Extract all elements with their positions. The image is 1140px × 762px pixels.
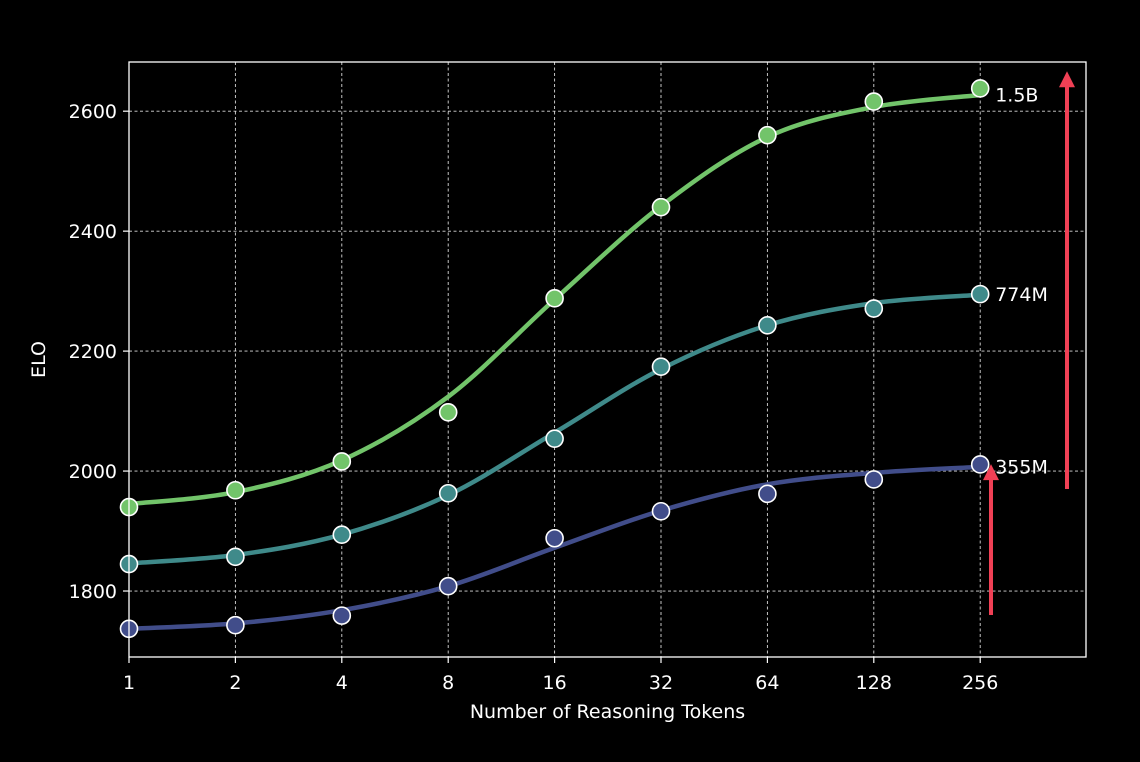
y-tick-label: 2200 [69, 341, 117, 363]
data-point-774m [438, 483, 458, 503]
x-axis-label: Number of Reasoning Tokens [470, 701, 745, 723]
series-line-774m [126, 292, 983, 566]
x-tick-label: 128 [856, 672, 892, 694]
data-point-1-5b [545, 289, 564, 308]
data-point-355m [970, 455, 990, 474]
series-labels: 355M 774M 1.5B [995, 84, 1048, 478]
axis-ticks: 1 2 4 8 16 32 64 128 256 1800 2000 2200 2400 2600 [69, 101, 999, 694]
data-point-774m [545, 429, 564, 448]
arrow-head [983, 464, 999, 481]
plot-frame [128, 61, 1087, 658]
data-point-1-5b [651, 197, 671, 217]
x-tick-label: 4 [336, 672, 348, 694]
series-label-774m: 774M [995, 284, 1048, 306]
x-tick-label: 16 [543, 672, 567, 694]
data-point-355m [651, 501, 671, 521]
data-point-1-5b [864, 92, 884, 111]
data-point-774m [864, 299, 884, 318]
x-tick-label: 256 [962, 672, 998, 694]
data-point-355m [545, 528, 564, 548]
y-tick-label: 2000 [69, 461, 117, 483]
y-tick-label: 2400 [69, 221, 117, 243]
arrow-head [1059, 71, 1075, 88]
x-tick-label: 2 [229, 672, 241, 694]
series-line-355m [126, 464, 983, 632]
data-point-1-5b [970, 79, 990, 98]
data-point-1-5b [758, 125, 777, 145]
y-tick-label: 2600 [69, 101, 117, 123]
data-point-1-5b [438, 402, 458, 422]
series-label-355m: 355M [995, 456, 1048, 478]
data-point-774m [970, 284, 990, 304]
improvement-arrows [983, 71, 1075, 616]
data-points [119, 79, 990, 639]
data-point-774m [332, 525, 352, 544]
y-axis-label: ELO [28, 341, 50, 378]
data-point-355m [332, 606, 352, 625]
x-tick-label: 8 [442, 672, 454, 694]
data-point-1-5b [226, 480, 245, 500]
data-point-774m [226, 547, 245, 567]
grid [128, 62, 1086, 657]
series-label-1-5b: 1.5B [995, 84, 1038, 106]
data-point-774m [651, 357, 671, 376]
data-point-355m [226, 615, 245, 635]
data-point-355m [864, 470, 884, 489]
x-tick-label: 64 [755, 672, 779, 694]
x-tick-label: 1 [123, 672, 135, 694]
data-point-355m [438, 576, 458, 596]
y-tick-label: 1800 [69, 581, 117, 603]
data-point-1-5b [332, 452, 352, 471]
data-point-774m [758, 316, 777, 335]
data-point-355m [758, 484, 777, 504]
x-tick-label: 32 [649, 672, 673, 694]
